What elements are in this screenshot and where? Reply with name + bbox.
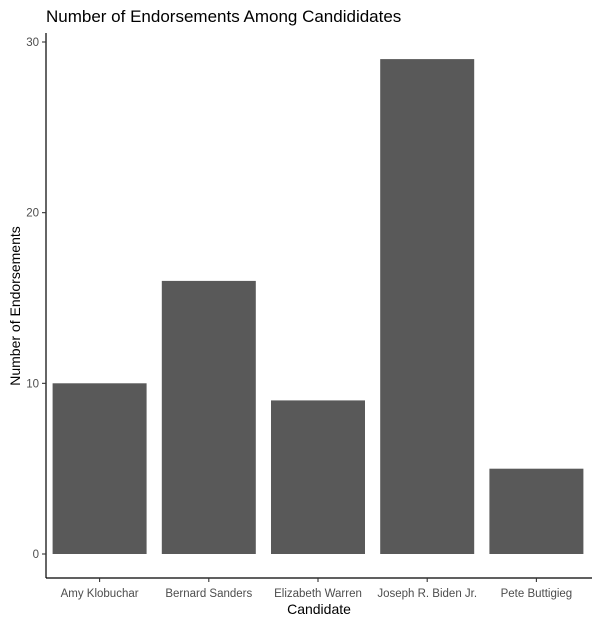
y-tick-label: 0 xyxy=(33,549,39,561)
x-tick-label: Bernard Sanders xyxy=(165,588,252,600)
chart-title: Number of Endorsements Among Candididate… xyxy=(46,7,401,26)
bar-amy-klobuchar xyxy=(52,383,147,554)
y-tick-label: 30 xyxy=(26,37,39,49)
y-tick-label: 20 xyxy=(26,208,39,220)
y-axis-ticks: 0 10 20 30 xyxy=(26,37,46,561)
x-axis-ticks: Amy Klobuchar Bernard Sanders Elizabeth Wa… xyxy=(61,578,573,600)
y-axis-title: Number of Endorsements xyxy=(7,226,23,386)
bar-bernard-sanders xyxy=(161,280,256,554)
x-tick-label: Elizabeth Warren xyxy=(274,588,362,600)
x-tick-label: Pete Buttigieg xyxy=(501,588,573,600)
x-tick-label: Joseph R. Biden Jr. xyxy=(377,588,477,600)
bar-elizabeth-warren xyxy=(271,400,365,554)
bars-group xyxy=(52,59,584,554)
bar-pete-buttigieg xyxy=(489,468,584,554)
x-axis-title: Candidate xyxy=(287,601,351,617)
y-tick-label: 10 xyxy=(26,378,39,390)
x-tick-label: Amy Klobuchar xyxy=(61,588,139,600)
bar-joseph-r-biden-jr xyxy=(380,59,475,554)
